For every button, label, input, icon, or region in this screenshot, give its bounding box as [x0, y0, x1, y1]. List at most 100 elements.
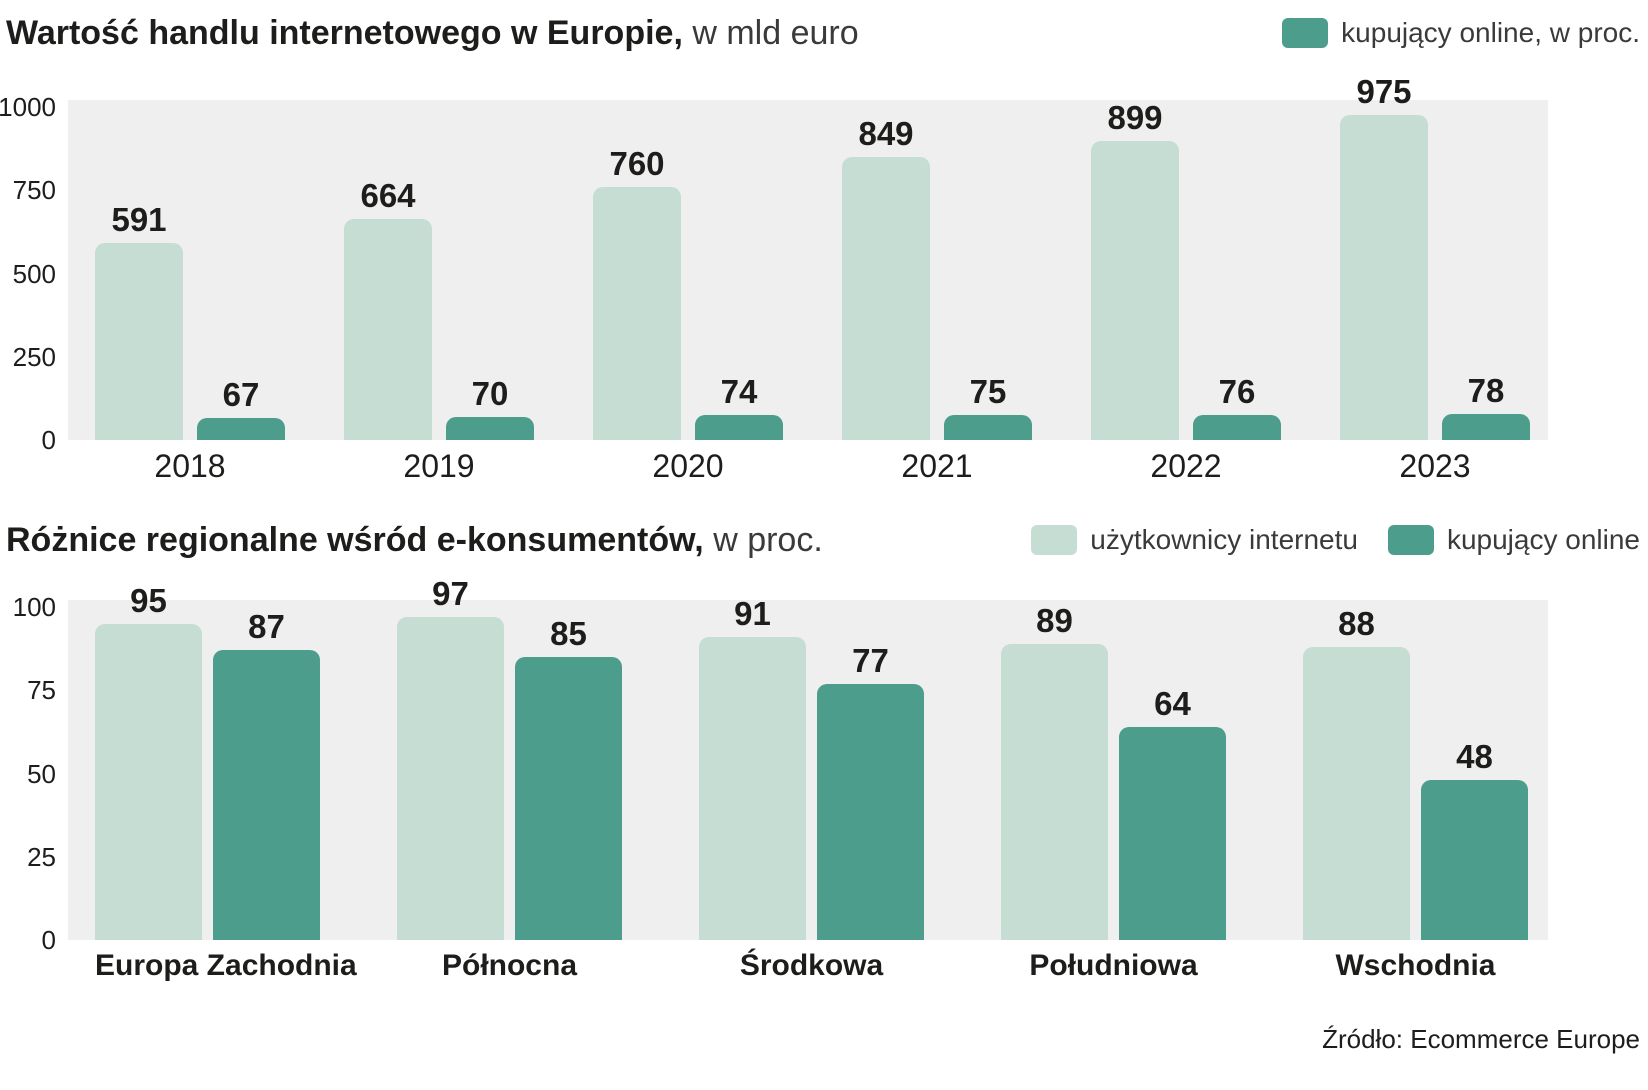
bar-group: 664 70	[344, 178, 534, 440]
chart1-title: Wartość handlu internetowego w Europie, …	[6, 14, 859, 53]
chart2-plot-area: 95 87 97 85 91 77 89 64 88 48	[68, 576, 1548, 940]
bar-dark	[695, 415, 783, 440]
chart1-title-unit: w mld euro	[692, 13, 859, 52]
x-axis-label: 2021	[901, 448, 973, 484]
x-axis-label: 2020	[652, 448, 724, 484]
bar-dark	[1442, 414, 1530, 440]
bar-with-label: 70	[446, 376, 534, 440]
bar-light	[1091, 141, 1179, 440]
legend-label: kupujący online	[1446, 524, 1640, 555]
bar-with-label: 95	[95, 583, 202, 940]
bar-light	[593, 187, 681, 440]
bar-value-label: 77	[852, 642, 889, 679]
bar-dark	[1421, 780, 1528, 940]
chart1-plot-area: 591 67 664 70 760 74 849 75 899 76 975 78	[68, 74, 1548, 440]
chart1-legend: kupujący online, w proc.	[1282, 17, 1640, 49]
chart2-title-unit: w proc.	[713, 520, 823, 559]
chart1-title-bold: Wartość handlu internetowego w Europie,	[6, 13, 683, 52]
bar-dark	[944, 415, 1032, 440]
bar-with-label: 76	[1193, 374, 1281, 440]
bar-dark	[1193, 415, 1281, 440]
bar-with-label: 849	[842, 116, 930, 440]
bar-light	[95, 624, 202, 940]
bar-dark	[446, 417, 534, 440]
y-axis-tick: 500	[12, 258, 56, 289]
x-axis-label: 2022	[1150, 448, 1222, 484]
chart-2: Różnice regionalne wśród e-konsumentów, …	[0, 517, 1648, 984]
bar-group: 975 78	[1340, 74, 1530, 440]
chart1-y-axis: 0 250 500 750 1000	[0, 93, 56, 454]
y-axis-tick: 750	[12, 175, 56, 206]
bar-with-label: 64	[1119, 686, 1226, 940]
x-axis-label: Wschodnia	[1335, 949, 1496, 982]
bar-with-label: 591	[95, 202, 183, 440]
y-axis-tick: 50	[27, 758, 56, 789]
x-axis-label: Środkowa	[739, 949, 884, 982]
chart2-plot-row: 0 25 50 75 100 95 87 97 85 91 77 89 64 88 48	[0, 576, 1648, 954]
bar-dark	[1119, 727, 1226, 940]
bar-with-label: 78	[1442, 373, 1530, 440]
bar-value-label: 74	[720, 373, 758, 410]
chart-1: Wartość handlu internetowego w Europie, …	[0, 10, 1648, 485]
bar-group: 97 85	[397, 576, 622, 940]
bar-light	[699, 637, 806, 940]
legend-label: kupujący online, w proc.	[1341, 17, 1640, 48]
bar-value-label: 78	[1467, 372, 1505, 409]
bar-with-label: 664	[344, 178, 432, 440]
bar-with-label: 88	[1303, 606, 1410, 940]
bar-group: 89 64	[1001, 603, 1226, 940]
x-axis-label: Europa Zachodnia	[95, 949, 357, 982]
x-axis-label: Południowa	[1029, 949, 1198, 982]
bar-light	[95, 243, 183, 440]
chart2-legend: użytkownicy internetu kupujący online	[1031, 524, 1640, 556]
bar-with-label: 75	[944, 374, 1032, 440]
bar-light	[397, 617, 504, 940]
bar-group: 899 76	[1091, 100, 1281, 440]
bar-group: 591 67	[95, 202, 285, 440]
bar-light	[1001, 644, 1108, 940]
bar-value-label: 76	[1218, 373, 1256, 410]
y-axis-tick: 75	[27, 675, 56, 706]
y-axis-tick: 0	[41, 425, 56, 455]
bar-with-label: 85	[515, 616, 622, 940]
bar-value-label: 849	[858, 115, 914, 152]
bar-value-label: 70	[471, 375, 509, 412]
legend-swatch-dark	[1282, 18, 1329, 48]
y-axis-tick: 100	[12, 592, 56, 622]
x-axis-label: Północna	[441, 949, 577, 982]
chart2-header: Różnice regionalne wśród e-konsumentów, …	[0, 517, 1648, 563]
bar-with-label: 91	[699, 596, 806, 940]
bar-with-label: 87	[213, 609, 320, 940]
chart2-title-bold: Różnice regionalne wśród e-konsumentów,	[6, 520, 704, 559]
bar-dark	[817, 684, 924, 940]
bar-group: 95 87	[95, 583, 320, 940]
chart1-header: Wartość handlu internetowego w Europie, …	[0, 10, 1648, 56]
bar-value-label: 64	[1154, 685, 1191, 722]
bar-with-label: 89	[1001, 603, 1108, 940]
bar-value-label: 89	[1036, 602, 1073, 639]
bar-light	[842, 157, 930, 440]
bar-value-label: 760	[609, 145, 665, 182]
bar-value-label: 664	[360, 177, 416, 214]
bar-value-label: 591	[111, 201, 167, 238]
bar-with-label: 74	[695, 374, 783, 440]
bar-with-label: 97	[397, 576, 504, 940]
x-axis-label: 2019	[403, 448, 475, 484]
bar-value-label: 67	[222, 376, 260, 413]
bar-value-label: 975	[1356, 73, 1412, 110]
bar-with-label: 899	[1091, 100, 1179, 440]
bar-value-label: 95	[130, 582, 167, 619]
chart2-title: Różnice regionalne wśród e-konsumentów, …	[6, 521, 823, 560]
legend-item-kupujacy-online: kupujący online, w proc.	[1282, 17, 1640, 49]
bar-light	[1303, 647, 1410, 940]
chart1-plot-row: 0 250 500 750 1000 591 67 664 70 760 74 849 75 899 76…	[0, 74, 1648, 454]
bar-with-label: 48	[1421, 739, 1528, 940]
legend-label: użytkownicy internetu	[1090, 524, 1358, 555]
legend-swatch-dark	[1387, 525, 1434, 555]
bar-with-label: 67	[197, 377, 285, 440]
bar-with-label: 975	[1340, 74, 1428, 440]
y-axis-tick: 250	[12, 341, 56, 372]
bar-value-label: 48	[1456, 738, 1493, 775]
bar-value-label: 75	[969, 373, 1007, 410]
bar-value-label: 899	[1107, 99, 1163, 136]
